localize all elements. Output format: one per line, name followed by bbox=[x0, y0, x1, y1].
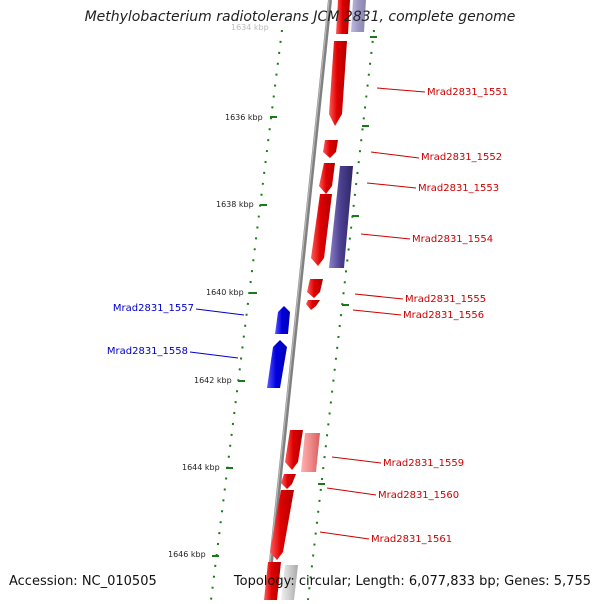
gene-label[interactable]: Mrad2831_1560 bbox=[378, 490, 459, 501]
gene-arrow[interactable] bbox=[307, 279, 323, 298]
gene-arrow[interactable] bbox=[267, 340, 287, 388]
tick-label: 1636 kbp bbox=[225, 113, 263, 122]
tick-label: 1640 kbp bbox=[206, 288, 244, 297]
gene-label[interactable]: Mrad2831_1557 bbox=[113, 303, 194, 314]
gene-arrow[interactable] bbox=[281, 474, 296, 489]
gene-arrow[interactable] bbox=[264, 562, 281, 600]
gene-label[interactable]: Mrad2831_1552 bbox=[421, 152, 502, 163]
gene-arrow[interactable] bbox=[351, 0, 366, 32]
gene-arrow[interactable] bbox=[301, 433, 320, 472]
reverse-gene-leaders bbox=[189, 308, 245, 359]
tick-label: 1634 kbp bbox=[231, 23, 269, 32]
gene-arrow[interactable] bbox=[336, 0, 350, 34]
major-ticks bbox=[212, 36, 377, 557]
forward-gene-leaders bbox=[319, 87, 426, 540]
gene-arrow[interactable] bbox=[329, 41, 347, 126]
gene-arrow[interactable] bbox=[319, 163, 335, 194]
gene-label[interactable]: Mrad2831_1551 bbox=[427, 87, 508, 98]
outer-tick-ring bbox=[307, 29, 375, 601]
gene-arrow[interactable] bbox=[311, 194, 332, 266]
gene-arrow[interactable] bbox=[285, 430, 303, 470]
tick-label: 1642 kbp bbox=[194, 376, 232, 385]
accession-info: Accession: NC_010505 bbox=[9, 574, 157, 589]
gene-arrow[interactable] bbox=[306, 300, 320, 310]
gene-label[interactable]: Mrad2831_1553 bbox=[418, 183, 499, 194]
tick-label: 1644 kbp bbox=[182, 463, 220, 472]
tick-label: 1646 kbp bbox=[168, 550, 206, 559]
gene-arrow[interactable] bbox=[281, 565, 298, 600]
gene-label[interactable]: Mrad2831_1558 bbox=[107, 346, 188, 357]
tick-label: 1638 kbp bbox=[216, 200, 254, 209]
genome-backbone bbox=[265, 0, 332, 601]
gene-label[interactable]: Mrad2831_1554 bbox=[412, 234, 493, 245]
gene-arrow[interactable] bbox=[323, 140, 338, 158]
gene-label[interactable]: Mrad2831_1556 bbox=[403, 310, 484, 321]
topology-info: Topology: circular; Length: 6,077,833 bp… bbox=[233, 574, 591, 589]
gene-label[interactable]: Mrad2831_1555 bbox=[405, 294, 486, 305]
gene-arrow[interactable] bbox=[275, 306, 290, 334]
gene-label[interactable]: Mrad2831_1561 bbox=[371, 534, 452, 545]
gene-arrow[interactable] bbox=[329, 166, 353, 268]
inner-tick-ring bbox=[210, 29, 283, 601]
gene-label[interactable]: Mrad2831_1559 bbox=[383, 458, 464, 469]
map-title: Methylobacterium radiotolerans JCM 2831,… bbox=[84, 9, 516, 25]
genome-backbone-highlight bbox=[265, 0, 330, 601]
gene-arrow[interactable] bbox=[270, 490, 294, 560]
